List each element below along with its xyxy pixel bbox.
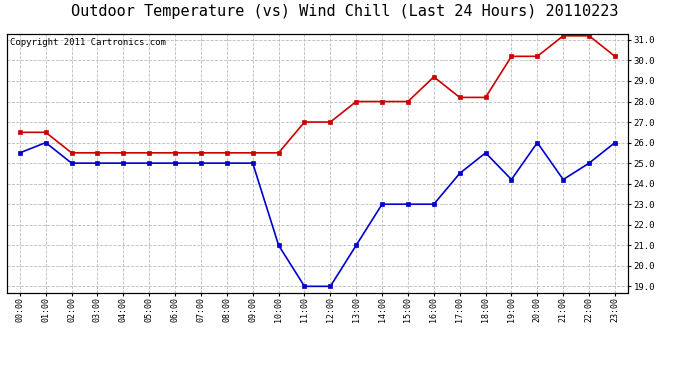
Text: Outdoor Temperature (vs) Wind Chill (Last 24 Hours) 20110223: Outdoor Temperature (vs) Wind Chill (Las… [71, 4, 619, 19]
Text: Copyright 2011 Cartronics.com: Copyright 2011 Cartronics.com [10, 38, 166, 46]
